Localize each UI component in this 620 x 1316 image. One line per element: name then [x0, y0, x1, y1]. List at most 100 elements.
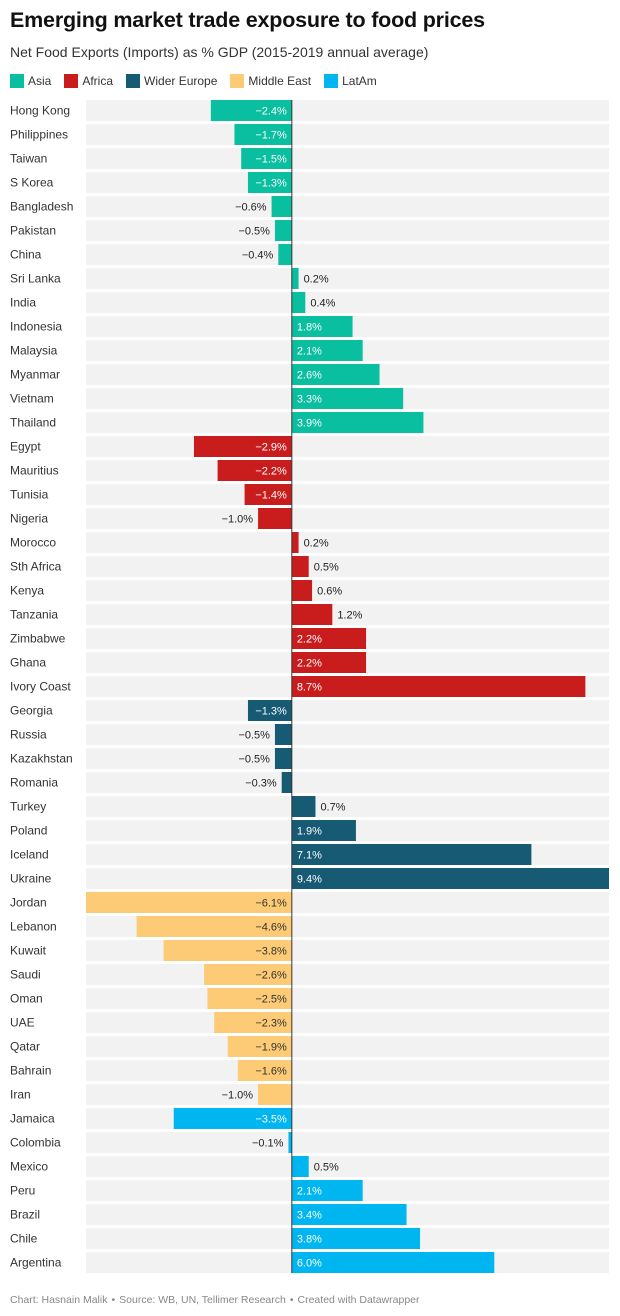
- bar: [291, 1204, 407, 1225]
- data-label: 2.1%: [297, 1186, 322, 1198]
- data-label: −0.5%: [238, 226, 270, 238]
- country-label: Morocco: [10, 536, 56, 550]
- country-label: Poland: [10, 824, 47, 838]
- bar: [291, 364, 380, 385]
- country-label: Tunisia: [10, 488, 49, 502]
- bar: [291, 388, 404, 409]
- row-background: [86, 100, 609, 121]
- country-label: Egypt: [10, 440, 41, 454]
- row-background: [86, 532, 609, 553]
- country-label: UAE: [10, 1016, 35, 1030]
- bar: [247, 700, 292, 721]
- bar: [217, 460, 292, 481]
- legend-item-middle-east: Middle East: [230, 74, 311, 88]
- row-background: [86, 484, 609, 505]
- bar: [291, 820, 356, 841]
- created-with: Created with Datawrapper: [297, 1294, 420, 1306]
- country-label: India: [10, 296, 36, 310]
- data-label: −3.8%: [255, 946, 287, 958]
- bar: [291, 652, 367, 673]
- country-label: Argentina: [10, 1256, 62, 1270]
- data-label: 3.8%: [297, 1234, 322, 1246]
- country-label: Indonesia: [10, 320, 62, 334]
- country-label: Thailand: [10, 416, 56, 430]
- country-label: Ivory Coast: [10, 680, 71, 694]
- country-label: Zimbabwe: [10, 632, 66, 646]
- legend: Asia Africa Wider Europe Middle East Lat…: [10, 73, 390, 89]
- country-label: Mexico: [10, 1160, 48, 1174]
- bar: [291, 868, 609, 889]
- bar: [244, 484, 292, 505]
- bar: [258, 1084, 292, 1105]
- data-label: −1.0%: [222, 1090, 254, 1102]
- data-label: −0.5%: [238, 730, 270, 742]
- country-label: Kenya: [10, 584, 44, 598]
- data-label: −0.3%: [245, 778, 277, 790]
- legend-item-latam: LatAm: [324, 74, 377, 88]
- bar: [281, 772, 292, 793]
- bar: [271, 196, 292, 217]
- bar: [86, 892, 292, 913]
- row-background: [86, 220, 609, 241]
- bar: [288, 1132, 292, 1153]
- row-background: [86, 604, 609, 625]
- data-label: −0.4%: [242, 250, 274, 262]
- data-label: −4.6%: [255, 922, 287, 934]
- row-background: [86, 244, 609, 265]
- country-label: Ghana: [10, 656, 46, 670]
- row-background: [86, 508, 609, 529]
- row-background: [86, 1036, 609, 1057]
- data-label: −2.2%: [255, 466, 287, 478]
- row-background: [86, 556, 609, 577]
- country-label: Philippines: [10, 128, 68, 142]
- data-label: −2.3%: [255, 1018, 287, 1030]
- data-label: 2.2%: [297, 634, 322, 646]
- country-label: Colombia: [10, 1136, 61, 1150]
- row-background: [86, 124, 609, 145]
- data-label: −1.7%: [255, 130, 287, 142]
- bar: [234, 124, 292, 145]
- bar: [237, 1060, 292, 1081]
- data-label: 8.7%: [297, 682, 322, 694]
- country-label: Bahrain: [10, 1064, 51, 1078]
- country-label: Romania: [10, 776, 58, 790]
- legend-label-asia: Asia: [28, 74, 52, 88]
- data-label: −3.5%: [255, 1114, 287, 1126]
- data-label: 0.5%: [314, 1162, 339, 1174]
- bar: [214, 1012, 292, 1033]
- legend-swatch-latam: [324, 74, 339, 88]
- country-label: Ukraine: [10, 872, 52, 886]
- bar: [173, 1108, 292, 1129]
- country-label: Jordan: [10, 896, 47, 910]
- country-label: Vietnam: [10, 392, 54, 406]
- bar: [227, 1036, 292, 1057]
- bar: [291, 316, 353, 337]
- data-label: −0.1%: [252, 1138, 284, 1150]
- country-label: China: [10, 248, 42, 262]
- data-label: −1.3%: [255, 178, 287, 190]
- data-label: 2.2%: [297, 658, 322, 670]
- legend-item-wider-europe: Wider Europe: [126, 74, 217, 88]
- chart-title: Emerging market trade exposure to food p…: [10, 8, 485, 32]
- data-label: 1.2%: [337, 610, 362, 622]
- data-label: −2.6%: [255, 970, 287, 982]
- data-label: 0.4%: [310, 298, 335, 310]
- country-label: Iceland: [10, 848, 49, 862]
- row-background: [86, 1108, 609, 1129]
- country-label: Nigeria: [10, 512, 48, 526]
- bar: [136, 916, 292, 937]
- data-label: 9.4%: [297, 874, 322, 886]
- data-label: 2.1%: [297, 346, 322, 358]
- footer: Chart: Hasnain Malik • Source: WB, UN, Tel…: [10, 1294, 420, 1306]
- row-background: [86, 1012, 609, 1033]
- bar: [278, 244, 292, 265]
- bar: [207, 988, 292, 1009]
- country-label: Saudi: [10, 968, 41, 982]
- country-label: Kuwait: [10, 944, 47, 958]
- country-label: Malaysia: [10, 344, 58, 358]
- country-label: Russia: [10, 728, 47, 742]
- row-background: [86, 460, 609, 481]
- bar: [291, 628, 367, 649]
- country-label: Bangladesh: [10, 200, 73, 214]
- bar: [241, 148, 292, 169]
